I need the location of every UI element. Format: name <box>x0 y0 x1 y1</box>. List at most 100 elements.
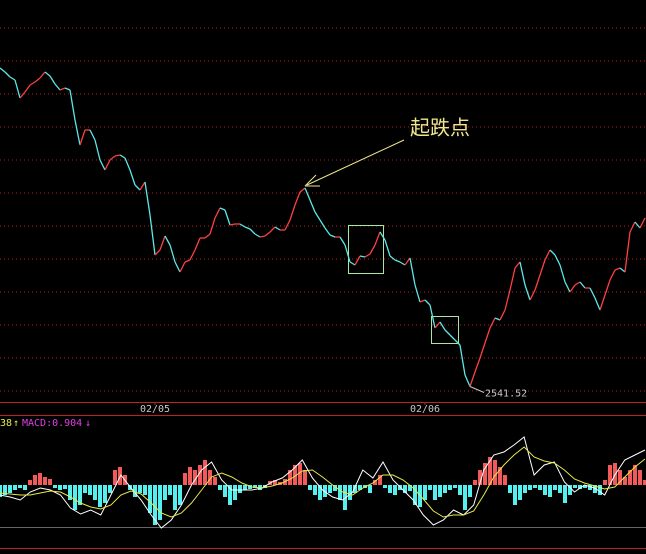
price-segment <box>284 219 291 231</box>
price-segment <box>549 249 556 256</box>
price-segment <box>339 236 346 246</box>
macd-bar <box>163 485 167 500</box>
price-segment <box>99 159 106 171</box>
macd-bar <box>288 470 292 485</box>
price-segment <box>439 321 446 331</box>
price-segment <box>289 204 296 221</box>
annotation-arrow <box>306 139 405 186</box>
macd-bar <box>453 485 457 488</box>
price-segment <box>9 76 16 81</box>
price-segment <box>609 269 616 281</box>
price-segment <box>314 211 321 221</box>
price-segment <box>259 235 266 238</box>
price-segment <box>224 209 231 226</box>
price-segment <box>164 235 171 246</box>
price-segment <box>24 84 31 93</box>
price-segment <box>309 199 316 213</box>
macd-bar <box>448 485 452 490</box>
price-segment <box>244 226 251 230</box>
macd-line <box>0 446 646 518</box>
price-segment <box>604 279 611 296</box>
macd-bar <box>63 485 67 489</box>
macd-bar <box>308 485 312 490</box>
price-segment <box>14 79 21 99</box>
macd-bar <box>603 480 607 485</box>
macd-bar <box>148 485 152 513</box>
price-segment <box>454 339 461 346</box>
macd-bar <box>473 480 477 485</box>
macd-bar <box>583 485 587 488</box>
macd-bar <box>108 485 112 493</box>
x-tick-label: 02/05 <box>140 404 170 415</box>
price-segment <box>274 226 281 231</box>
price-segment <box>579 281 586 289</box>
macd-bar <box>253 485 257 488</box>
macd-bar <box>313 485 317 495</box>
macd-bar <box>598 485 602 495</box>
price-segment <box>174 261 181 273</box>
price-segment <box>494 317 501 321</box>
price-segment <box>294 191 301 206</box>
price-segment <box>109 155 116 161</box>
macd-bar <box>208 470 212 485</box>
macd-bar <box>48 479 52 485</box>
x-tick-label: 02/06 <box>410 404 440 415</box>
macd-bar <box>543 485 547 495</box>
macd-bar <box>643 480 646 485</box>
macd-bar <box>408 485 412 491</box>
macd-bar <box>578 485 582 489</box>
macd-bar <box>293 465 297 485</box>
price-segment <box>144 181 151 216</box>
price-segment <box>564 281 571 293</box>
macd-bar <box>413 485 417 505</box>
price-segment <box>19 91 26 99</box>
price-segment <box>499 309 506 321</box>
price-segment <box>509 267 516 291</box>
macd-bar <box>483 463 487 485</box>
macd-bar <box>478 470 482 485</box>
price-segment <box>184 259 191 263</box>
highlight-box <box>348 225 384 274</box>
price-segment <box>384 239 391 257</box>
macd-bar <box>33 475 37 485</box>
price-segment <box>69 89 76 121</box>
price-segment <box>589 287 596 299</box>
price-segment <box>364 253 371 258</box>
price-segment <box>269 226 276 233</box>
price-segment <box>524 284 531 301</box>
price-segment <box>89 129 96 141</box>
price-segment <box>359 255 366 258</box>
macd-bar <box>378 475 382 485</box>
macd-bar <box>633 465 637 485</box>
macd-bar <box>178 485 182 505</box>
price-segment <box>594 297 601 311</box>
macd-bar <box>458 485 462 495</box>
macd-bar <box>18 485 22 488</box>
price-segment <box>449 334 456 341</box>
price-segment <box>254 233 261 238</box>
macd-bar <box>183 473 187 485</box>
macd-bar <box>223 485 227 497</box>
price-segment <box>194 237 201 251</box>
macd-bar <box>618 470 622 485</box>
macd-label: MACD:0.904 <box>22 418 82 429</box>
macd-bar <box>348 485 352 500</box>
macd-bar <box>228 485 232 505</box>
price-segment <box>599 294 606 311</box>
macd-bar <box>358 485 362 490</box>
price-segment <box>414 284 421 303</box>
price-segment <box>139 181 146 191</box>
macd-bar <box>143 485 147 495</box>
price-segment <box>114 154 121 157</box>
macd-bar <box>103 485 107 503</box>
macd-bar <box>383 485 387 488</box>
macd-bar <box>198 465 202 485</box>
price-segment <box>119 154 126 159</box>
price-segment <box>559 264 566 283</box>
price-segment <box>79 129 86 146</box>
macd-bar <box>428 485 432 490</box>
macd-bar <box>488 457 492 485</box>
price-segment <box>639 217 646 229</box>
price-segment <box>54 83 61 91</box>
